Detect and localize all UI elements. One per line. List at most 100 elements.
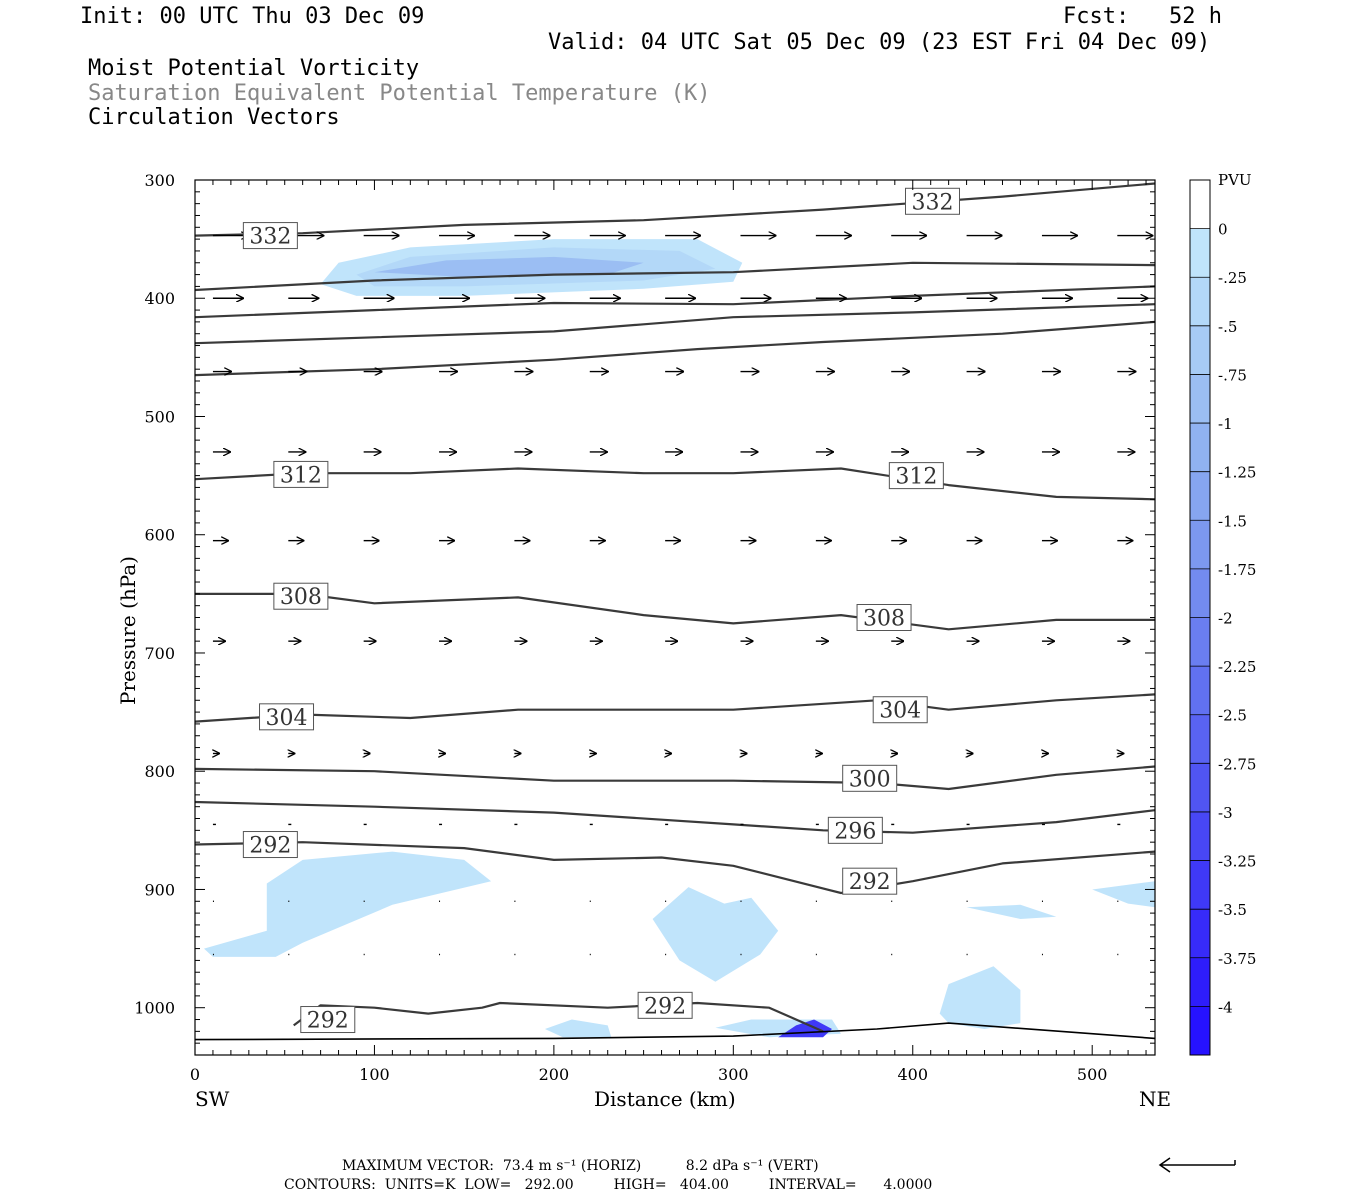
valid-time: Valid: 04 UTC Sat 05 Dec 09 (23 EST Fri … <box>548 30 1211 55</box>
colorbar-label: -2.25 <box>1218 658 1256 676</box>
colorbar-title: PVU <box>1218 171 1252 189</box>
colorbar-swatch <box>1190 471 1210 521</box>
colorbar-label: -.25 <box>1218 269 1247 287</box>
y-tick-label: 500 <box>144 407 175 426</box>
x-tick-label: 100 <box>359 1065 390 1084</box>
colorbar-label: -3.25 <box>1218 853 1256 871</box>
colorbar-swatch <box>1190 277 1210 327</box>
surface-line <box>195 1022 1155 1041</box>
contour-label-box <box>242 222 298 250</box>
colorbar-swatch <box>1190 666 1210 716</box>
y-tick-label: 900 <box>144 880 175 899</box>
contour-label-box <box>300 1006 356 1034</box>
pv-shaded-region <box>652 887 779 982</box>
colorbar-swatch <box>1190 957 1210 1007</box>
field-title-vectors: Circulation Vectors <box>88 105 340 130</box>
x-left-direction: SW <box>195 1087 230 1111</box>
contour-label-box <box>856 604 912 631</box>
y-axis-label: Pressure (hPa) <box>116 556 140 705</box>
contour-label: 296 <box>834 819 876 844</box>
colorbar-swatch <box>1190 811 1210 862</box>
y-tick-label: 400 <box>144 289 175 308</box>
colorbar-label: -1.5 <box>1218 512 1247 530</box>
theta-es-contour <box>195 841 1155 895</box>
reference-vector-arrow <box>1158 1157 1236 1173</box>
pv-shaded-region <box>939 966 1021 1029</box>
contour-label-box <box>259 703 315 731</box>
theta-es-contour <box>195 303 1155 345</box>
contour-label-box <box>242 831 298 859</box>
colorbar-label: -1.75 <box>1218 561 1256 579</box>
colorbar-label: -1.25 <box>1218 464 1256 482</box>
x-axis-label: Distance (km) <box>594 1087 736 1111</box>
colorbar-label: -2.5 <box>1218 707 1247 725</box>
contour-label-box <box>888 462 944 490</box>
contour-label-box <box>637 991 693 1019</box>
colorbar-swatch <box>1190 374 1210 424</box>
contour-label-box <box>842 764 898 792</box>
theta-es-contour <box>195 800 1155 834</box>
y-tick-label: 300 <box>144 171 175 190</box>
pv-shaded-region <box>204 851 492 957</box>
contour-label: 304 <box>266 706 308 731</box>
colorbar-swatch <box>1190 325 1210 375</box>
contour-label: 292 <box>644 994 686 1019</box>
colorbar-label: -4 <box>1218 998 1233 1016</box>
contour-label-box <box>904 187 960 215</box>
x-tick-label: 500 <box>1077 1065 1108 1084</box>
theta-es-contour <box>195 261 1155 292</box>
contour-label-box <box>827 816 883 844</box>
pv-shaded-region <box>966 904 1057 919</box>
pv-shaded-region <box>374 256 644 277</box>
theta-es-contour <box>195 765 1155 791</box>
colorbar-label: -3 <box>1218 804 1233 822</box>
colorbar-label: -3.5 <box>1218 901 1247 919</box>
theta-es-contour <box>195 182 1155 237</box>
pv-shaded-region <box>544 1019 612 1038</box>
x-tick-label: 300 <box>718 1065 749 1084</box>
contour-label: 308 <box>280 585 322 610</box>
contour-label-box <box>872 696 928 724</box>
pv-shaded-region <box>1092 881 1155 908</box>
field-title-theta-es: Saturation Equivalent Potential Temperat… <box>88 81 711 106</box>
theta-es-contour <box>195 320 1155 377</box>
colorbar-label: -2.75 <box>1218 755 1256 773</box>
colorbar-swatch <box>1190 763 1210 813</box>
contour-label: 308 <box>863 607 905 632</box>
init-time: Init: 00 UTC Thu 03 Dec 09 <box>80 4 425 29</box>
colorbar-swatch <box>1190 860 1210 910</box>
colorbar-swatch <box>1190 714 1210 764</box>
contour-label-box <box>273 582 329 610</box>
theta-es-contour <box>195 592 1155 631</box>
colorbar-swatch <box>1190 909 1210 959</box>
max-vector-note: MAXIMUM VECTOR: 73.4 m s⁻¹ (HORIZ) 8.2 d… <box>342 1158 819 1174</box>
x-tick-label: 400 <box>897 1065 928 1084</box>
colorbar-label: 0 <box>1218 221 1228 239</box>
contour-label: 292 <box>849 870 891 895</box>
y-tick-label: 800 <box>144 762 175 781</box>
contour-label: 300 <box>849 767 891 792</box>
colorbar-swatch <box>1190 568 1210 618</box>
y-tick-label: 600 <box>144 526 175 545</box>
contour-label: 292 <box>307 1009 349 1034</box>
theta-es-contour <box>195 467 1155 501</box>
y-tick-label: 700 <box>144 644 175 663</box>
colorbar-label: -3.75 <box>1218 950 1256 968</box>
contour-label: 304 <box>879 699 921 724</box>
contour-label-box <box>842 867 898 895</box>
contour-info-note: CONTOURS: UNITS=K LOW= 292.00 HIGH= 404.… <box>284 1177 933 1193</box>
colorbar-label: -1 <box>1218 415 1233 433</box>
colorbar-label: -.75 <box>1218 366 1247 384</box>
contour-label: 292 <box>249 834 291 859</box>
contour-label-box <box>273 460 329 488</box>
colorbar-swatch <box>1190 1006 1210 1056</box>
contour-label: 332 <box>911 190 953 215</box>
theta-es-contour <box>195 693 1155 723</box>
field-title-mpv: Moist Potential Vorticity <box>88 56 420 81</box>
contour-label: 332 <box>249 225 291 250</box>
colorbar-swatch <box>1190 228 1210 278</box>
forecast-hour: Fcst: 52 h <box>1063 4 1222 29</box>
x-right-direction: NE <box>1139 1087 1171 1111</box>
colorbar-swatch <box>1190 180 1210 230</box>
